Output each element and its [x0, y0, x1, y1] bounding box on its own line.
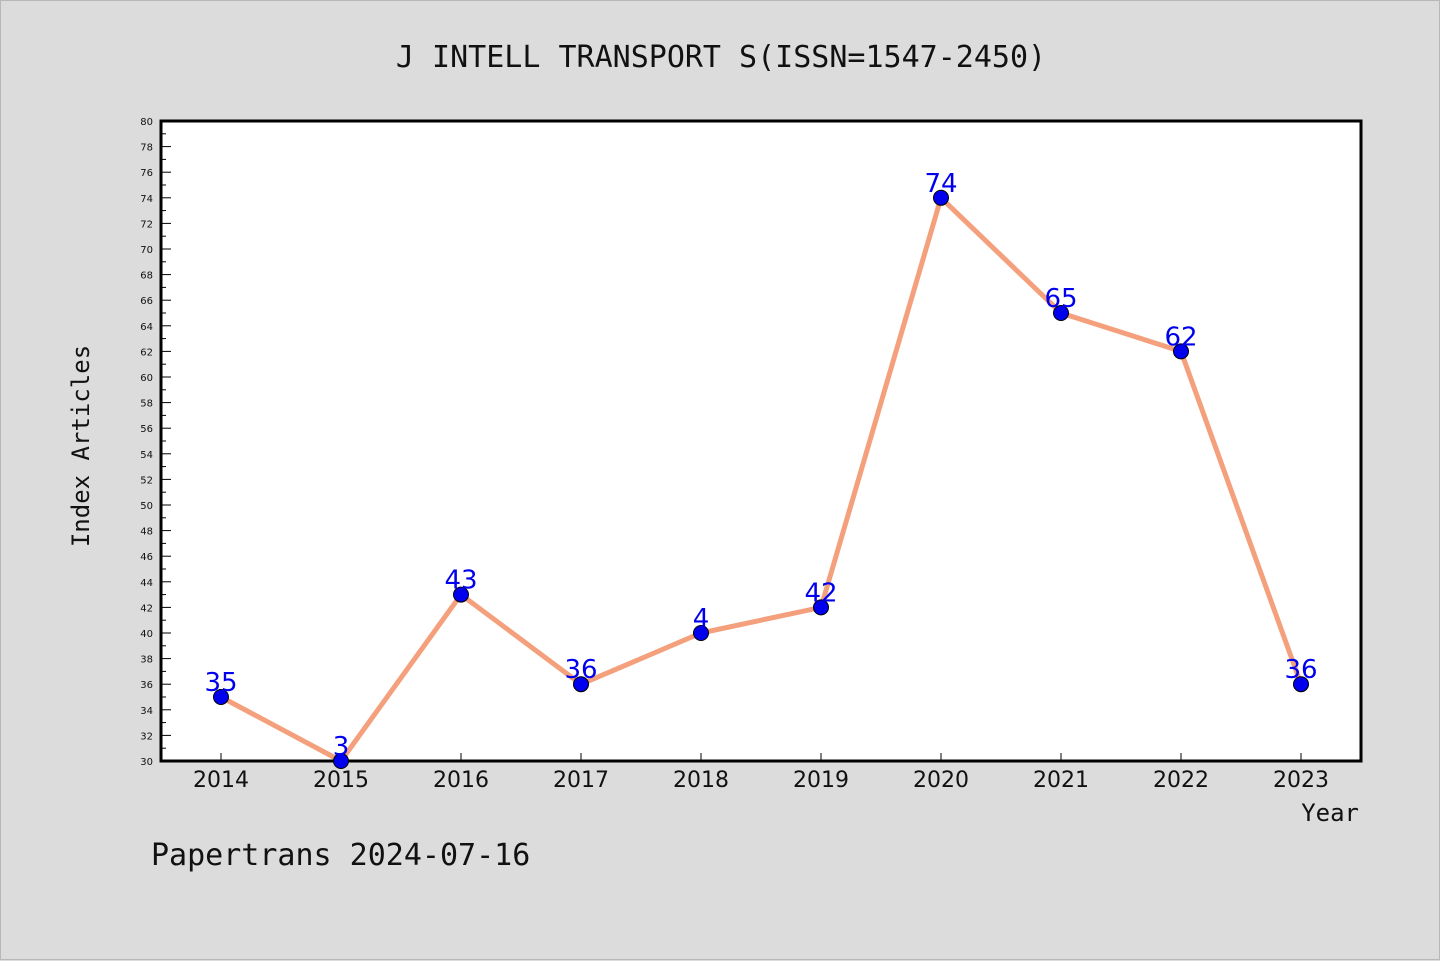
data-point: [573, 676, 589, 693]
y-tick-label: 46: [140, 552, 153, 563]
data-label: 35: [204, 668, 237, 698]
x-tick-label: 2016: [433, 768, 489, 793]
y-tick-label: 56: [140, 424, 153, 435]
y-tick-label: 76: [140, 168, 153, 179]
x-tick-label: 2014: [193, 768, 249, 793]
data-point: [693, 625, 709, 641]
x-axis: 2014 2015 2016 2017 2018 2019 2020 2021 2022 2023: [193, 753, 1329, 793]
data-point: [933, 189, 949, 206]
data-labels-group: 35 3 43 36 4 42 74 65 62 36: [204, 169, 1317, 762]
data-label: 42: [804, 578, 837, 608]
plot-area: [159, 119, 1363, 763]
x-tick-label: 2019: [793, 768, 849, 793]
y-tick-label: 52: [140, 475, 153, 486]
y-tick-label: 32: [140, 731, 153, 742]
y-tick-label: 44: [140, 578, 153, 589]
y-tick-label: 80: [140, 117, 153, 128]
y-tick-label: 58: [140, 399, 153, 410]
data-label: 43: [444, 566, 477, 596]
data-point: [1173, 343, 1189, 360]
data-label: 62: [1164, 322, 1197, 352]
data-point: [453, 586, 469, 603]
y-tick-label: 40: [140, 629, 153, 640]
y-axis-label: Index Articles: [67, 345, 95, 547]
footer-watermark: Papertrans 2024-07-16: [151, 838, 530, 873]
x-tick-label: 2020: [913, 768, 969, 793]
x-tick-label: 2022: [1153, 768, 1209, 793]
data-label: 65: [1044, 284, 1077, 314]
y-tick-label: 62: [140, 347, 153, 358]
data-point: [813, 599, 829, 616]
data-label: 36: [564, 655, 597, 685]
y-tick-label: 72: [140, 219, 153, 230]
x-tick-label: 2017: [553, 768, 609, 793]
y-tick-label: 50: [140, 501, 153, 512]
data-point: [1053, 305, 1069, 321]
y-tick-label: 42: [140, 603, 153, 614]
y-tick-label: 48: [140, 527, 153, 538]
x-tick-label: 2023: [1273, 768, 1329, 793]
y-tick-label: 60: [140, 373, 153, 384]
x-tick-label: 2018: [673, 768, 729, 793]
x-tick-label: 2021: [1033, 768, 1089, 793]
series-line: [218, 195, 1304, 764]
chart-title: J INTELL TRANSPORT S(ISSN=1547-2450): [396, 40, 1046, 75]
y-tick-label: 36: [140, 680, 153, 691]
data-point: [333, 753, 349, 769]
y-tick-label: 64: [140, 322, 153, 333]
x-axis-label: Year: [1301, 799, 1359, 827]
y-tick-label: 54: [140, 450, 153, 461]
x-tick-label: 2015: [313, 768, 369, 793]
y-tick-label: 66: [140, 296, 153, 307]
y-tick-label: 74: [140, 194, 153, 205]
y-tick-label: 34: [140, 706, 153, 717]
series-points-group: [213, 189, 1309, 769]
data-label: 74: [924, 169, 957, 199]
y-tick-label: 30: [140, 757, 153, 768]
data-point: [213, 689, 229, 705]
data-label: 3: [333, 732, 350, 762]
series-line-group: [218, 195, 1304, 764]
y-tick-label: 38: [140, 655, 153, 666]
data-point: [1293, 676, 1309, 693]
data-label: 36: [1284, 655, 1317, 685]
y-tick-label: 68: [140, 271, 153, 282]
y-tick-label: 70: [140, 245, 153, 256]
data-label: 4: [693, 604, 710, 634]
y-axis: 30 32 34 36 38 40 42 44 46 48 50 52 54 56 58 60 62 64 66 68…: [140, 117, 171, 768]
y-tick-label: 78: [140, 143, 153, 154]
